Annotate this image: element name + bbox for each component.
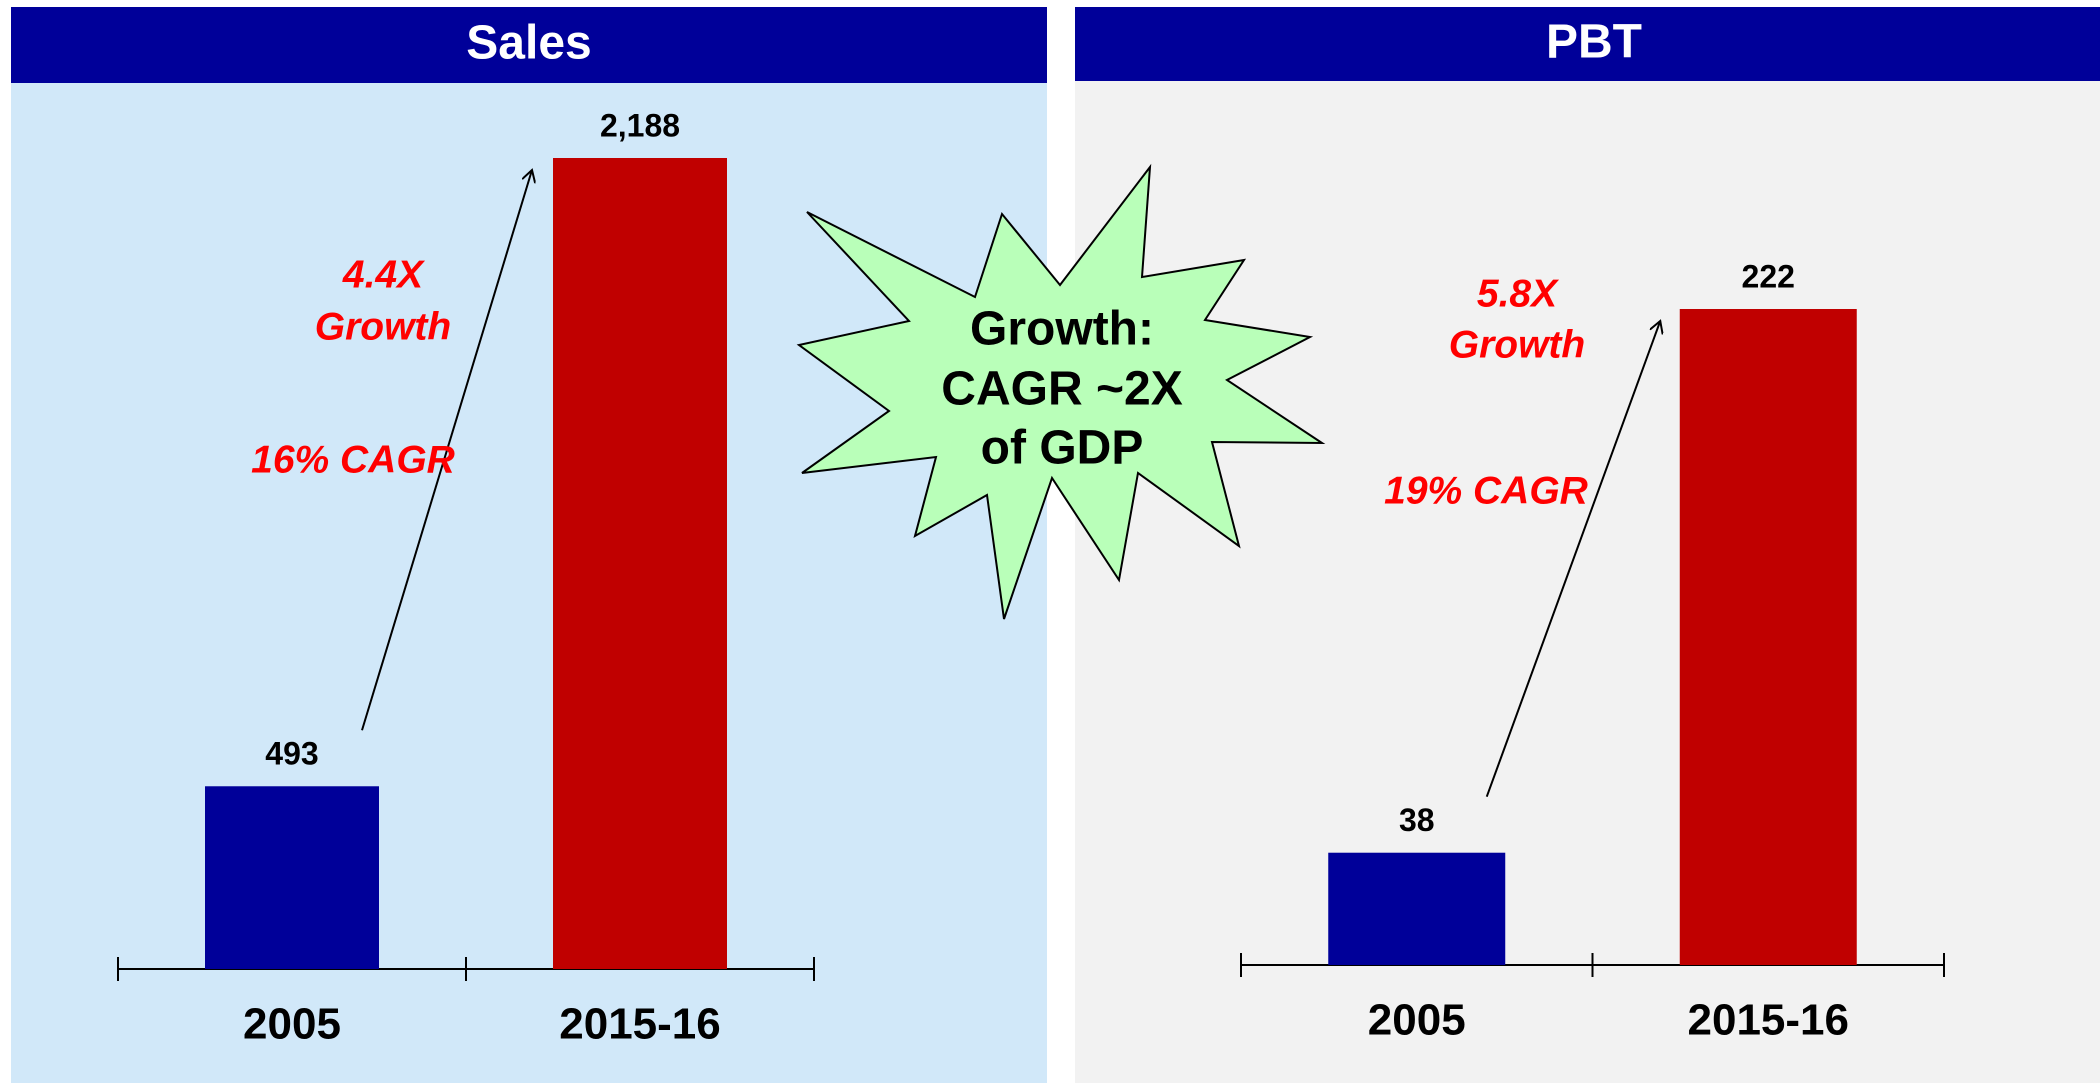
callout: Growth: CAGR ~2X of GDP xyxy=(796,163,1326,620)
panel-header xyxy=(11,7,1047,83)
annotation: Growth xyxy=(1449,323,1585,366)
panel-header xyxy=(1075,7,2100,81)
chart-title: PBT xyxy=(1546,16,1642,69)
callout-text: Growth: xyxy=(970,303,1154,356)
bar xyxy=(205,786,379,969)
annotation: Growth xyxy=(315,305,451,348)
bar xyxy=(1679,309,1857,965)
value-label: 2,188 xyxy=(600,107,680,143)
category-label: 2005 xyxy=(243,1000,341,1049)
callout-text: of GDP xyxy=(981,422,1144,475)
panel-background xyxy=(11,7,1047,1083)
bar xyxy=(1328,852,1506,965)
category-label: 2015-16 xyxy=(559,1000,720,1049)
chart-title: Sales xyxy=(466,17,591,70)
annotation: 16% CAGR xyxy=(251,438,455,481)
charts: Sales 493 2005 2,188 2015-16 4.4X Growth 16% CA… xyxy=(117,16,1945,1049)
value-label: 38 xyxy=(1399,802,1435,838)
starburst xyxy=(796,163,1326,620)
panel-background xyxy=(1075,7,2100,1083)
growth-arrow xyxy=(1485,321,1661,798)
value-label: 493 xyxy=(265,736,318,772)
category-label: 2015-16 xyxy=(1688,996,1849,1045)
callout-text: CAGR ~2X xyxy=(941,363,1182,416)
annotation: 4.4X xyxy=(342,253,425,296)
category-label: 2005 xyxy=(1368,996,1466,1045)
value-label: 222 xyxy=(1742,258,1795,294)
annotation: 19% CAGR xyxy=(1384,469,1588,512)
annotation: 5.8X xyxy=(1477,272,1559,315)
growth-arrow xyxy=(361,170,532,731)
bar xyxy=(553,158,727,969)
